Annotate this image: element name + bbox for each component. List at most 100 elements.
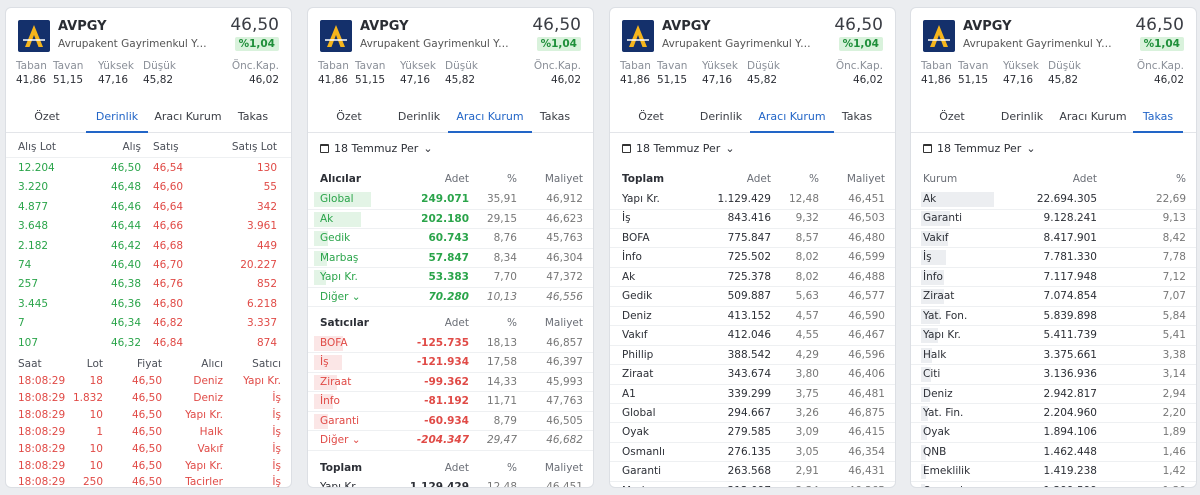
broker-pct: 17,58 <box>486 356 517 368</box>
depth-row: 257 46,38 46,76 852 <box>6 275 291 295</box>
tab-araci-kurum[interactable]: Aracı Kurum <box>448 101 532 133</box>
stock-symbol: AVPGY <box>963 19 1012 34</box>
tab-ozet[interactable]: Özet <box>336 110 362 123</box>
stat-label: Taban <box>620 60 651 72</box>
stock-card: AVPGY Avrupakent Gayrimenkul Yatırım Orta… <box>910 7 1197 488</box>
broker-adet: 70.280 <box>428 290 469 303</box>
custody-pct: 5,41 <box>1162 329 1186 342</box>
broker-name: Ziraat <box>622 368 654 381</box>
bid-lot: 3.445 <box>18 297 49 310</box>
stat-onc-kap: Önc.Kap. 46,02 <box>1137 60 1184 87</box>
tab-takas[interactable]: Takas <box>1133 101 1183 133</box>
trade-buyer: Deniz <box>193 375 223 387</box>
date-filter[interactable]: 18 Temmuz Per ⌄ <box>622 142 735 155</box>
stat-value: 46,02 <box>852 74 883 86</box>
broker-cost: 47,372 <box>546 271 583 283</box>
custody-pct: 7,78 <box>1162 251 1186 264</box>
broker-cost: 46,451 <box>848 193 885 205</box>
stat-value: 45,82 <box>445 74 476 86</box>
bid-price: 46,46 <box>110 200 141 213</box>
broker-adet: 60.743 <box>428 232 469 244</box>
tab-bar: Özet Derinlik Aracı Kurum Takas <box>610 101 895 133</box>
bid-lot: 257 <box>18 278 39 291</box>
tab-derinlik[interactable]: Derinlik <box>699 110 743 123</box>
institution-name: Emeklilik <box>923 465 971 478</box>
trade-price: 46,50 <box>131 375 162 387</box>
seller-row: İnfo -81.192 11,71 47,763 <box>308 392 593 412</box>
stock-header: AVPGY Avrupakent Gayrimenkul Yatırım Orta… <box>6 8 291 98</box>
ask-lot: 6.218 <box>246 297 277 310</box>
custody-row: Garanti 9.128.241 9,13 <box>911 209 1196 229</box>
date-filter[interactable]: 18 Temmuz Per ⌄ <box>320 142 433 155</box>
broker-pct: 3,75 <box>795 387 819 400</box>
broker-total-row: Global 294.667 3,26 46,875 <box>610 404 895 424</box>
broker-name: Global <box>622 406 656 419</box>
broker-adet: 202.180 <box>421 212 469 225</box>
tab-takas[interactable]: Takas <box>539 110 571 123</box>
institution-name: Osmanlı <box>923 482 966 487</box>
tab-araci-kurum[interactable]: Aracı Kurum <box>750 101 834 133</box>
tab-takas[interactable]: Takas <box>237 110 269 123</box>
broker-cost: 46,304 <box>546 251 583 264</box>
date-filter[interactable]: 18 Temmuz Per ⌄ <box>923 142 1036 155</box>
stock-card: AVPGY Avrupakent Gayrimenkul Yatırım Orta… <box>5 7 292 488</box>
tab-takas[interactable]: Takas <box>841 110 873 123</box>
custody-row: QNB 1.462.448 1,46 <box>911 443 1196 463</box>
ask-lot: 20.227 <box>240 259 277 271</box>
depth-row: 3.445 46,36 46,80 6.218 <box>6 295 291 315</box>
custody-adet: 5.411.739 <box>1043 329 1097 342</box>
chevron-down-icon[interactable]: ⌄ <box>348 434 361 446</box>
tab-bar: Özet Derinlik Aracı Kurum Takas <box>911 101 1196 133</box>
tab-derinlik[interactable]: Derinlik <box>1000 110 1044 123</box>
broker-total-row: Gedik 509.887 5,63 46,577 <box>610 287 895 307</box>
broker-cost: 46,503 <box>848 212 885 225</box>
broker-adet: -81.192 <box>424 395 469 407</box>
col-header-ask-lot: Satış Lot <box>231 141 277 153</box>
broker-total-row: Ziraat 343.674 3,80 46,406 <box>610 365 895 385</box>
tab-derinlik[interactable]: Derinlik <box>86 101 148 133</box>
company-logo <box>320 20 352 52</box>
custody-pct: 7,12 <box>1162 270 1186 283</box>
share-bar <box>921 230 948 246</box>
bid-price: 46,34 <box>110 317 141 330</box>
trade-row: 18:08:29 1 46,50 Halk İş <box>6 424 291 441</box>
broker-adet: 413.152 <box>727 309 771 322</box>
tab-ozet[interactable]: Özet <box>638 110 664 123</box>
change-badge: %1,04 <box>536 37 581 51</box>
stock-symbol: AVPGY <box>360 19 409 34</box>
broker-name: Vakıf <box>622 329 648 342</box>
custody-adet: 7.117.948 <box>1043 270 1097 283</box>
ask-price: 46,54 <box>153 162 184 174</box>
buyers-header: Alıcılar Adet% Maliyet <box>308 168 593 190</box>
tab-ozet[interactable]: Özet <box>34 110 60 123</box>
custody-pct: 1,46 <box>1162 445 1186 458</box>
tab-ozet[interactable]: Özet <box>939 110 965 123</box>
chevron-down-icon[interactable]: ⌄ <box>348 290 361 303</box>
company-name: Avrupakent Gayrimenkul Yatırım Ortaklığı <box>58 38 208 50</box>
broker-adet: 53.383 <box>428 271 469 283</box>
col-header-cost: Maliyet <box>846 173 885 185</box>
change-badge: %1,04 <box>234 37 279 51</box>
broker-name: Gedik <box>622 290 653 303</box>
custody-row: Halk 3.375.661 3,38 <box>911 346 1196 366</box>
stat-label: Düşük <box>445 60 478 72</box>
stat-label: Taban <box>16 60 47 72</box>
company-name: Avrupakent Gayrimenkul Yatırım Ortaklığı <box>360 38 510 50</box>
ask-price: 46,70 <box>153 259 184 271</box>
custody-adet: 8.417.901 <box>1043 231 1097 244</box>
custody-header: Kurum Adet% <box>911 168 1196 190</box>
broker-cost: 46,875 <box>848 406 885 419</box>
custody-row: Oyak 1.894.106 1,89 <box>911 423 1196 443</box>
company-logo <box>622 20 654 52</box>
institution-name: Yat. Fon. <box>923 309 968 322</box>
tab-araci-kurum[interactable]: Aracı Kurum <box>154 110 222 123</box>
broker-name: Marbaş <box>622 482 660 487</box>
trade-time: 18:08:29 <box>18 375 66 387</box>
tab-araci-kurum[interactable]: Aracı Kurum <box>1059 110 1127 123</box>
broker-total-row: İş 843.416 9,32 46,503 <box>610 209 895 229</box>
tab-derinlik[interactable]: Derinlik <box>397 110 441 123</box>
share-bar <box>314 231 329 246</box>
card-body: 18 Temmuz Per ⌄ Toplam Adet% Maliyet Yapı Kr.… <box>610 134 895 487</box>
trade-lot: 1.832 <box>72 391 103 404</box>
broker-adet: 212.097 <box>728 482 771 487</box>
